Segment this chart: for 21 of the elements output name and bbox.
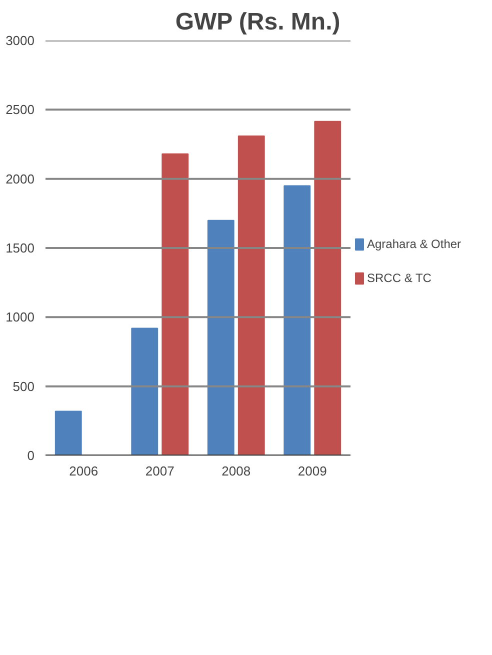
bar <box>131 328 158 456</box>
bar <box>54 410 82 456</box>
y-tick-label: 3000 <box>6 33 34 48</box>
bar <box>162 153 189 456</box>
legend-label: Agrahara & Other <box>367 237 462 251</box>
y-tick-label: 0 <box>27 448 35 463</box>
bar <box>207 220 234 456</box>
x-tick-label: 2009 <box>298 464 327 478</box>
y-tick-label: 1000 <box>6 310 34 325</box>
y-tick-label: 1500 <box>6 240 34 256</box>
y-tick-label: 2500 <box>6 102 34 118</box>
chart-title: GWP (Rs. Mn.) <box>175 8 340 36</box>
legend-label: SRCC & TC <box>367 271 432 285</box>
x-tick-label: 2006 <box>69 464 98 478</box>
y-tick-label: 500 <box>12 378 35 394</box>
bar <box>284 185 311 456</box>
y-tick-label: 2000 <box>6 171 34 186</box>
x-tick-label: 2007 <box>145 464 174 478</box>
bar <box>314 120 342 456</box>
x-tick-label: 2008 <box>222 464 251 478</box>
bar <box>238 135 265 456</box>
